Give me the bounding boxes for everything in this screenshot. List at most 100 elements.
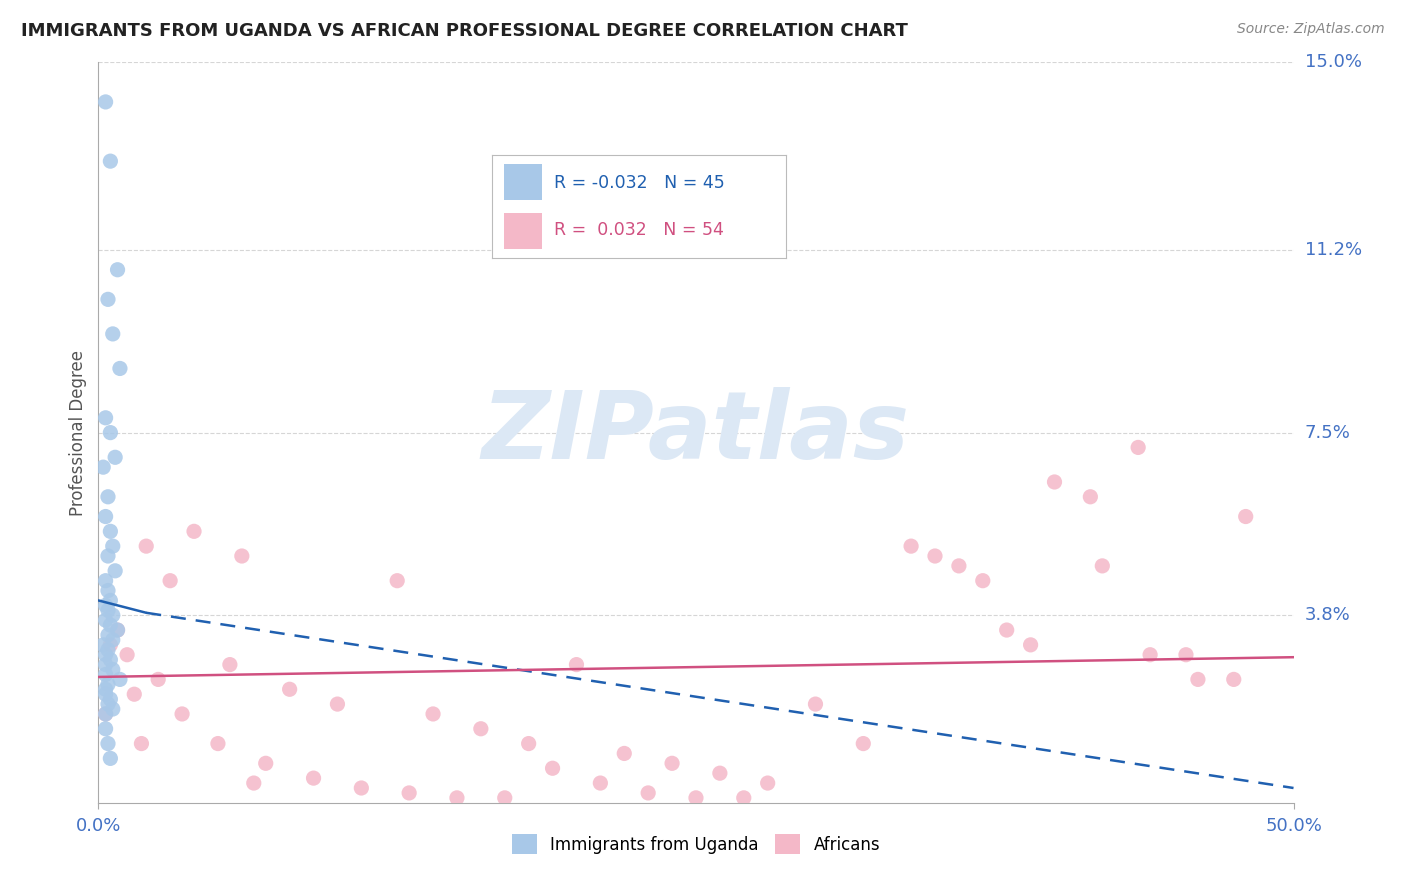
Point bbox=[804, 697, 827, 711]
Point bbox=[124, 687, 146, 701]
Point bbox=[101, 663, 124, 677]
Point bbox=[94, 648, 117, 662]
Point bbox=[1080, 490, 1102, 504]
Point bbox=[541, 761, 564, 775]
Point bbox=[97, 490, 120, 504]
Point bbox=[589, 776, 612, 790]
Point bbox=[98, 751, 122, 765]
Point bbox=[494, 790, 516, 805]
Point bbox=[94, 722, 117, 736]
Legend: Immigrants from Uganda, Africans: Immigrants from Uganda, Africans bbox=[505, 828, 887, 861]
Point bbox=[207, 737, 229, 751]
Point bbox=[756, 776, 779, 790]
Point bbox=[94, 574, 117, 588]
Point bbox=[446, 790, 468, 805]
Point bbox=[685, 790, 707, 805]
Point bbox=[995, 623, 1018, 637]
Point bbox=[97, 583, 120, 598]
Y-axis label: Professional Degree: Professional Degree bbox=[69, 350, 87, 516]
Text: 7.5%: 7.5% bbox=[1305, 424, 1351, 442]
Point bbox=[254, 756, 277, 771]
Point bbox=[108, 361, 131, 376]
Point bbox=[326, 697, 349, 711]
Point bbox=[924, 549, 946, 563]
Point bbox=[183, 524, 205, 539]
Point bbox=[1187, 673, 1209, 687]
Point bbox=[148, 673, 170, 687]
Point bbox=[94, 706, 117, 721]
Point bbox=[1043, 475, 1066, 489]
Text: 15.0%: 15.0% bbox=[1305, 54, 1361, 71]
Point bbox=[101, 326, 124, 341]
Point bbox=[1091, 558, 1114, 573]
Point bbox=[1128, 441, 1150, 455]
Point bbox=[97, 677, 120, 691]
Point bbox=[94, 657, 117, 672]
Point bbox=[91, 460, 114, 475]
Point bbox=[243, 776, 266, 790]
Point bbox=[97, 697, 120, 711]
Point bbox=[98, 638, 122, 652]
Point bbox=[94, 706, 117, 721]
Point bbox=[97, 628, 120, 642]
Point bbox=[1175, 648, 1198, 662]
Point bbox=[97, 642, 120, 657]
Point bbox=[101, 632, 124, 647]
Point bbox=[948, 558, 970, 573]
FancyBboxPatch shape bbox=[503, 164, 541, 201]
Point bbox=[94, 95, 117, 109]
Point bbox=[1139, 648, 1161, 662]
Point bbox=[94, 599, 117, 613]
Text: R =  0.032   N = 54: R = 0.032 N = 54 bbox=[554, 221, 724, 239]
Point bbox=[131, 737, 153, 751]
Point bbox=[1223, 673, 1246, 687]
Point bbox=[98, 618, 122, 632]
Point bbox=[470, 722, 492, 736]
Text: 11.2%: 11.2% bbox=[1305, 241, 1362, 259]
Point bbox=[107, 623, 129, 637]
Point bbox=[97, 293, 120, 307]
Point bbox=[350, 780, 373, 795]
Point bbox=[98, 425, 122, 440]
Point bbox=[108, 673, 131, 687]
Point bbox=[94, 509, 117, 524]
Point bbox=[517, 737, 540, 751]
Point bbox=[278, 682, 301, 697]
Text: Source: ZipAtlas.com: Source: ZipAtlas.com bbox=[1237, 22, 1385, 37]
Point bbox=[101, 539, 124, 553]
Point bbox=[398, 786, 420, 800]
Point bbox=[101, 608, 124, 623]
Point bbox=[1019, 638, 1042, 652]
Point bbox=[98, 653, 122, 667]
Text: R = -0.032   N = 45: R = -0.032 N = 45 bbox=[554, 174, 724, 192]
Point bbox=[104, 564, 127, 578]
Point bbox=[219, 657, 242, 672]
Point bbox=[385, 574, 409, 588]
Text: ZIPatlas: ZIPatlas bbox=[482, 386, 910, 479]
Text: 3.8%: 3.8% bbox=[1305, 607, 1350, 624]
Point bbox=[852, 737, 875, 751]
Point bbox=[98, 593, 122, 607]
Point bbox=[733, 790, 755, 805]
Point bbox=[422, 706, 444, 721]
Point bbox=[104, 450, 127, 465]
Point bbox=[97, 549, 120, 563]
Point bbox=[172, 706, 194, 721]
Point bbox=[900, 539, 922, 553]
Point bbox=[107, 262, 129, 277]
Point bbox=[135, 539, 157, 553]
Point bbox=[1234, 509, 1257, 524]
Point bbox=[709, 766, 731, 780]
Point bbox=[107, 623, 129, 637]
Point bbox=[94, 410, 117, 425]
Point bbox=[94, 667, 117, 681]
Point bbox=[98, 154, 122, 169]
Point bbox=[231, 549, 253, 563]
Point bbox=[94, 682, 117, 697]
Point bbox=[115, 648, 138, 662]
Point bbox=[94, 687, 117, 701]
Point bbox=[565, 657, 588, 672]
FancyBboxPatch shape bbox=[503, 213, 541, 249]
Point bbox=[637, 786, 659, 800]
Point bbox=[91, 638, 114, 652]
